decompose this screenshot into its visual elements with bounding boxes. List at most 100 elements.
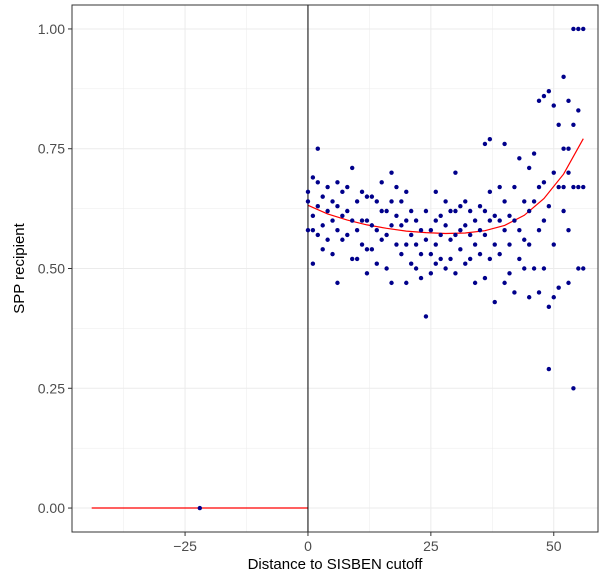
data-point [374,261,379,266]
data-point [345,184,350,190]
data-point [561,74,566,80]
data-point [453,170,458,175]
data-point [438,256,443,262]
data-point [320,194,325,199]
data-point [443,266,448,271]
data-point [389,170,394,175]
data-point [433,242,438,247]
data-point [556,285,561,290]
data-point [340,213,345,218]
y-tick-label: 0.25 [38,380,65,396]
data-point [448,237,453,242]
data-point [507,213,512,218]
x-axis-title: Distance to SISBEN cutoff [248,556,424,573]
data-point [315,232,320,238]
data-point [497,251,502,257]
data-point [389,280,394,286]
data-point [463,261,468,266]
data-point [404,218,409,223]
data-point [335,227,340,233]
data-point [541,266,547,271]
data-point [413,242,419,247]
data-point [487,189,493,195]
data-point [507,271,512,276]
data-point [536,184,542,190]
data-point [551,242,556,247]
data-point [512,218,517,223]
data-point [492,213,497,218]
data-point [526,242,532,247]
data-point [374,199,379,204]
data-point [418,227,424,233]
data-point [364,271,370,276]
data-point [556,184,561,190]
data-point [399,199,404,204]
data-point [443,223,448,228]
data-point [379,208,384,214]
data-point [566,146,571,151]
data-point [487,218,493,223]
data-point [551,295,556,300]
data-point [413,266,419,271]
data-point [453,232,458,238]
data-point [526,208,532,214]
data-point [576,184,581,190]
data-point [531,151,537,156]
x-tick-label: 25 [423,538,439,554]
data-points [197,26,586,511]
data-point [561,146,566,151]
data-point [399,223,404,228]
data-point [576,26,581,32]
data-point [482,275,488,281]
data-point [345,232,350,238]
data-point [546,204,552,209]
data-point [364,218,370,223]
data-point [404,189,409,195]
data-point [359,242,365,247]
data-point [408,232,414,238]
data-point [482,141,488,147]
data-point [433,218,438,223]
data-point [571,386,576,391]
data-point [531,199,537,204]
data-point [517,256,522,262]
data-point [502,227,507,233]
data-point [428,271,434,276]
data-point [369,194,375,199]
data-point [350,165,355,171]
data-point [467,232,473,238]
data-point [335,204,340,209]
data-point [433,261,438,266]
data-point [315,180,320,185]
data-point [438,232,443,238]
data-point [325,237,330,242]
data-point [512,184,517,190]
data-point [536,290,542,295]
data-point [517,156,522,161]
data-point [354,227,360,233]
data-point [463,223,468,228]
y-tick-label: 1.00 [38,21,65,37]
data-point [315,204,320,209]
data-point [517,227,522,233]
data-point [546,89,552,94]
data-point [448,208,453,214]
data-point [345,208,350,214]
data-point [566,227,571,233]
data-point [561,208,566,214]
data-point [438,213,443,218]
data-point [428,227,434,233]
data-point [477,251,483,257]
data-point [453,271,458,276]
data-point [379,180,384,185]
data-point [482,208,488,214]
data-point [394,213,399,218]
data-point [330,218,335,223]
data-point [492,242,497,247]
data-point [512,290,517,295]
data-point [340,189,345,195]
data-point [320,223,325,228]
data-point [526,295,532,300]
